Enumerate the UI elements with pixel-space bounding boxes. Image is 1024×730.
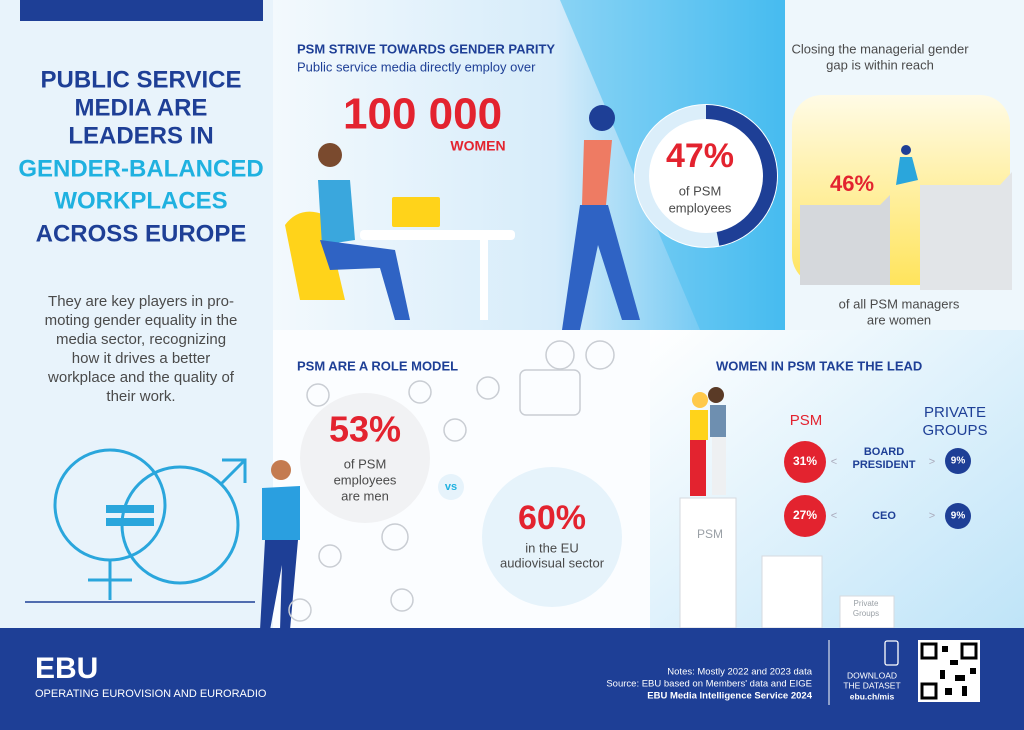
private-value: 9%: [951, 511, 966, 522]
equal-sign: [106, 518, 154, 526]
top-bar: [20, 0, 263, 21]
podium: [679, 497, 737, 629]
psm-caption: of PSM: [344, 456, 387, 471]
man-figure: [260, 460, 300, 630]
step-high: [920, 172, 1012, 290]
psm-caption: employees: [334, 472, 397, 487]
eu-caption: audiovisual sector: [500, 555, 605, 570]
title-line: ACROSS EUROPE: [36, 220, 247, 247]
arrow: <: [831, 456, 837, 468]
step-low: [800, 195, 890, 285]
intro-line: how it drives a better: [72, 350, 210, 367]
equal-sign: [106, 505, 154, 513]
phone-icon: [884, 640, 899, 666]
psm-badge: [784, 441, 826, 483]
managers-intro: Closing the managerial gender: [791, 41, 969, 56]
podium: [761, 555, 823, 629]
couple-figure: [690, 387, 726, 496]
download: THE DATASET: [843, 680, 900, 690]
arrow: <: [831, 510, 837, 522]
big-number: 100 000: [343, 90, 502, 139]
title-line: LEADERS IN: [68, 122, 213, 149]
vs-bubble: [438, 474, 464, 500]
section-heading: WOMEN IN PSM TAKE THE LEAD: [716, 358, 922, 373]
title-line: PUBLIC SERVICE: [41, 66, 242, 93]
download: DOWNLOAD: [847, 670, 897, 680]
note: Source: EBU based on Members' data and E…: [606, 679, 812, 690]
podium-label: Private: [854, 599, 879, 608]
podium-label: PSM: [697, 527, 723, 541]
brand: EBU: [35, 652, 98, 685]
section-heading: PSM ARE A ROLE MODEL: [297, 358, 458, 373]
donut-caption: of PSM: [679, 183, 722, 198]
eu-share: 60%: [518, 499, 586, 537]
donut-caption: employees: [669, 200, 732, 215]
podium-label: Groups: [853, 609, 879, 618]
eu-caption: in the EU: [525, 540, 578, 555]
donut: [635, 105, 777, 247]
managers-caption: are women: [867, 312, 931, 327]
note: Notes: Mostly 2022 and 2023 data: [667, 667, 812, 678]
title-line: WORKPLACES: [54, 187, 227, 214]
runner: [901, 145, 911, 155]
managers-intro: gap is within reach: [826, 57, 934, 72]
gender-symbols: [53, 448, 247, 600]
donut-base: [634, 104, 778, 248]
intro-line: workplace and the quality of: [47, 369, 235, 386]
row-label: PRESIDENT: [853, 459, 916, 471]
col-header: PRIVATE: [924, 404, 986, 421]
col-header: GROUPS: [922, 422, 987, 439]
intro-line: moting gender equality in the: [45, 312, 238, 329]
arrow: >: [929, 456, 935, 468]
intro-line: They are key players in pro-: [48, 293, 234, 310]
intro-line: media sector, recognizing: [56, 331, 226, 348]
intro-line: their work.: [106, 388, 175, 405]
download-link[interactable]: ebu.ch/mis: [850, 691, 895, 701]
psm-share: 53%: [329, 409, 401, 450]
runner: [896, 157, 918, 185]
row-label: CEO: [872, 510, 896, 522]
managers-caption: of all PSM managers: [839, 296, 960, 311]
managers-share: 46%: [830, 171, 874, 196]
bubble: [300, 393, 430, 523]
section-subheading: Public service media directly employ ove…: [297, 59, 536, 74]
note: EBU Media Intelligence Service 2024: [647, 691, 812, 702]
desk-scene: [285, 105, 640, 330]
row-label: BOARD: [864, 446, 904, 458]
private-badge: [945, 503, 971, 529]
psm-caption: are men: [341, 488, 389, 503]
arrow: >: [929, 510, 935, 522]
big-label: WOMEN: [450, 138, 505, 154]
qr-code: [918, 640, 980, 702]
donut-value: 47%: [666, 137, 734, 175]
psm-badge: [784, 495, 826, 537]
col-header: PSM: [790, 412, 823, 429]
psm-value: 27%: [793, 508, 817, 522]
footer: [0, 628, 1024, 730]
section-heading: PSM STRIVE TOWARDS GENDER PARITY: [297, 41, 555, 56]
donut-arc: [705, 105, 777, 246]
title-line: GENDER-BALANCED: [18, 155, 263, 182]
psm-value: 31%: [793, 454, 817, 468]
vs: vs: [445, 481, 457, 493]
bubble: [482, 467, 622, 607]
podium: [839, 595, 895, 629]
symbol-pattern: [288, 340, 615, 622]
title-line: MEDIA ARE: [75, 94, 208, 121]
private-value: 9%: [951, 456, 966, 467]
tagline: OPERATING EUROVISION AND EURORADIO: [35, 688, 267, 700]
private-badge: [945, 448, 971, 474]
